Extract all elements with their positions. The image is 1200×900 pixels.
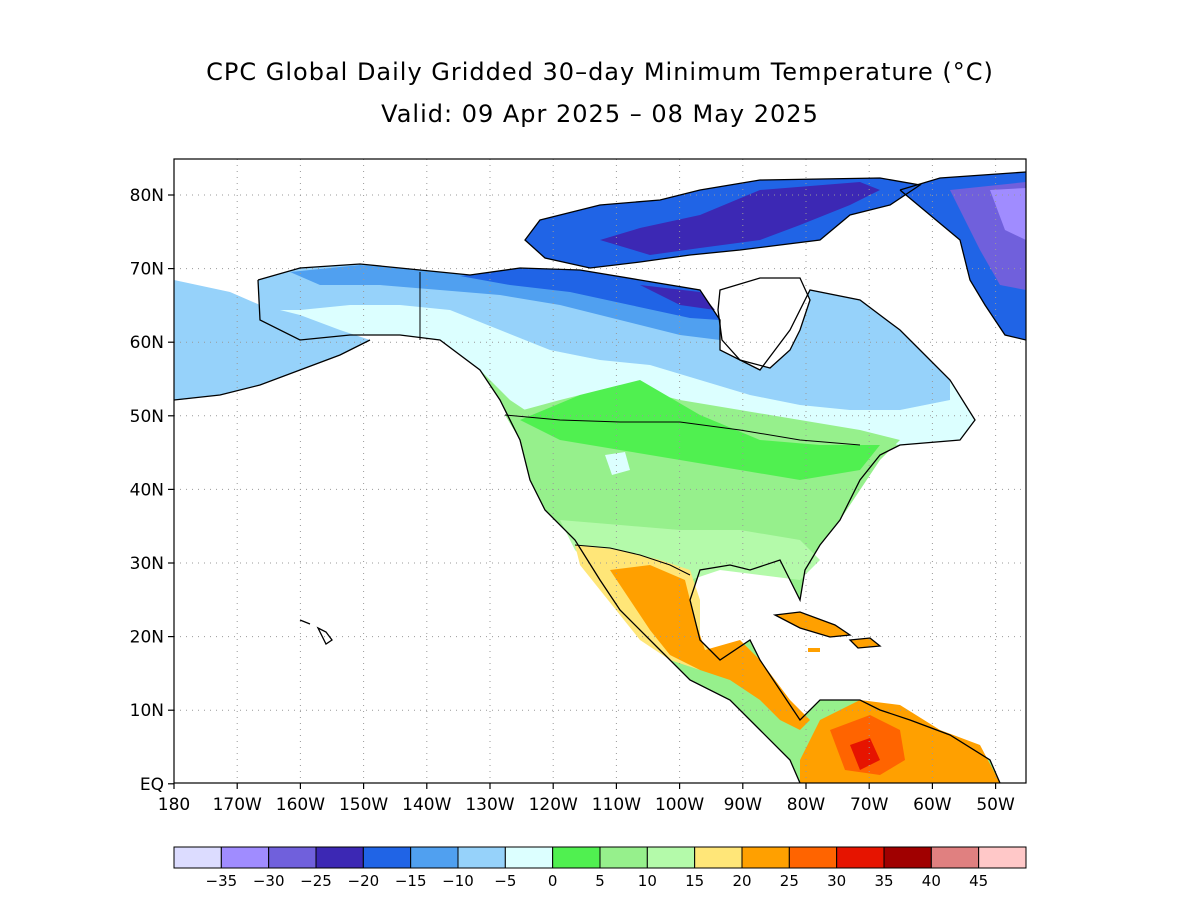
- map-title: CPC Global Daily Gridded 30–day Minimum …: [206, 58, 994, 86]
- lon-label: 160W: [276, 795, 325, 815]
- colorbar-swatch: [836, 846, 885, 869]
- us-canada-border: [504, 414, 861, 446]
- colorbar-swatch: [741, 846, 790, 869]
- colorbar-label: −5: [494, 872, 516, 890]
- colorbar-swatch: [362, 846, 412, 869]
- colorbar-swatch: [978, 846, 1027, 869]
- lon-label: 100W: [655, 795, 704, 815]
- hawaii: [299, 619, 333, 645]
- jamaica: [808, 648, 820, 652]
- hudson-bay-coast: [717, 277, 811, 369]
- lat-label: EQ: [140, 775, 164, 795]
- cuba-coast: [772, 611, 852, 638]
- graticule: [174, 159, 1026, 783]
- colorbar-label: 30: [827, 872, 846, 890]
- colorbar-swatch: [883, 846, 932, 869]
- colorbar-label: 35: [874, 872, 893, 890]
- colorbar-label: 0: [548, 872, 558, 890]
- arctic-islands-cold: [600, 182, 880, 255]
- lon-label: 130W: [465, 795, 514, 815]
- colorbar-swatch: [646, 846, 696, 869]
- lat-label: 10N: [130, 701, 164, 721]
- cuba: [775, 612, 850, 637]
- lon-label: 170W: [213, 795, 262, 815]
- colorbar-label: −15: [395, 872, 427, 890]
- coastline-layer: [174, 171, 1026, 783]
- map-subtitle: Valid: 09 Apr 2025 – 08 May 2025: [381, 100, 819, 128]
- rocky-cold-spot: [605, 452, 630, 475]
- colorbar-label: 5: [595, 872, 605, 890]
- colorbar-label: 25: [780, 872, 799, 890]
- lon-label: 90W: [724, 795, 763, 815]
- north-america-coastline: [257, 263, 1001, 783]
- colorbar-label: −35: [206, 872, 238, 890]
- colorbar-label: 15: [685, 872, 704, 890]
- canada-light-blue: [258, 264, 950, 410]
- lat-label: 30N: [130, 554, 164, 574]
- greenland-core: [990, 188, 1026, 240]
- lon-label: 80W: [787, 795, 826, 815]
- lon-label: 180: [158, 795, 190, 815]
- colorbar-label: −25: [300, 872, 332, 890]
- mexico-orange: [610, 565, 810, 730]
- south-america-hot: [850, 738, 880, 770]
- lat-label: 40N: [130, 480, 164, 500]
- colorbar-swatch: [268, 846, 317, 869]
- colorbar-label: −10: [442, 872, 474, 890]
- longitude-labels: 180 170W 160W 150W 140W 130W 120W 110W 100W 90W 80…: [158, 783, 1015, 815]
- west-coast: [257, 279, 801, 783]
- alaska-coast: [174, 339, 371, 401]
- lat-label: 50N: [130, 407, 164, 427]
- map-frame: [173, 158, 1027, 784]
- hudson-bay: [718, 278, 810, 368]
- lat-label: 70N: [130, 260, 164, 280]
- lat-label: 80N: [130, 186, 164, 206]
- colorbar-label: 40: [922, 872, 941, 890]
- lon-label: 110W: [592, 795, 641, 815]
- lat-label: 20N: [130, 628, 164, 648]
- latitude-labels: 80N 70N 60N 50N 40N 30N 20N 10N EQ: [130, 186, 174, 795]
- colorbar-swatch: [315, 846, 364, 869]
- colorbar-swatch: [552, 846, 601, 869]
- bright-green-band: [520, 380, 880, 480]
- colorbar-label: 10: [638, 872, 657, 890]
- alaska-fill: [174, 280, 370, 400]
- colorbar-swatch: [930, 846, 980, 869]
- colorbar-swatch: [173, 846, 222, 869]
- colorbar-label: 45: [969, 872, 988, 890]
- colorbar: −35 −30 −25 −20 −15 −10 −5 0 5 10 15 20 25 30 35 40 45: [173, 846, 1027, 890]
- hispaniola-coast: [848, 637, 882, 649]
- lon-label: 70W: [850, 795, 889, 815]
- lon-label: 50W: [976, 795, 1015, 815]
- lon-label: 150W: [339, 795, 388, 815]
- map-fill-layer: [174, 172, 1026, 783]
- colorbar-swatch: [410, 846, 459, 869]
- colorbar-swatch: [788, 846, 838, 869]
- colorbar-label: −30: [253, 872, 285, 890]
- greenland-coast: [899, 171, 1026, 341]
- lon-label: 120W: [529, 795, 578, 815]
- lon-label: 140W: [402, 795, 451, 815]
- lon-label: 60W: [913, 795, 952, 815]
- arctic-islands-coast: [524, 177, 922, 269]
- canada-coldest: [640, 285, 715, 310]
- lat-label: 60N: [130, 333, 164, 353]
- us-mexico-border: [574, 544, 691, 576]
- colorbar-swatch: [599, 846, 648, 869]
- colorbar-label: 20: [732, 872, 751, 890]
- colorbar-swatch: [220, 846, 270, 869]
- colorbar-swatch: [504, 846, 554, 869]
- canada-deep-blue: [460, 268, 720, 320]
- colorbar-swatch: [694, 846, 743, 869]
- colorbar-label: −20: [348, 872, 380, 890]
- colorbar-swatch: [457, 846, 506, 869]
